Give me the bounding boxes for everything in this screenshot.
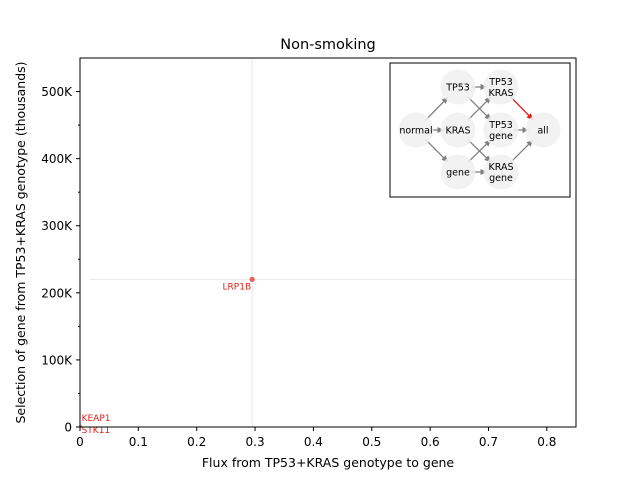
node-label: gene	[489, 131, 513, 142]
node-label: KRAS	[446, 126, 471, 137]
node-tp53: TP53	[440, 69, 476, 105]
x-tick-label: 0	[76, 435, 84, 449]
x-tick-label: 0.7	[479, 435, 498, 449]
y-tick-label: 300K	[41, 219, 73, 233]
point-label-keap1: KEAP1	[82, 414, 111, 424]
inset-nodes: normalTP53KRASgeneTP53KRASTP53geneKRASge…	[398, 69, 561, 190]
y-tick-label: 400K	[41, 152, 73, 166]
y-axis-label: Selection of gene from TP53+KRAS genotyp…	[13, 61, 28, 423]
x-tick-label: 0.8	[537, 435, 556, 449]
y-tick-label: 500K	[41, 85, 73, 99]
y-axis-ticks: 0 100K 200K 300K 400K 500K	[41, 85, 80, 435]
node-label: KRAS	[489, 88, 514, 99]
node-circle	[440, 112, 476, 148]
x-axis-ticks: 0 0.1 0.2 0.3 0.4 0.5 0.6 0.7 0.8	[76, 427, 556, 449]
x-tick-label: 0.3	[246, 435, 265, 449]
node-circle	[483, 112, 519, 148]
y-tick-label: 200K	[41, 286, 73, 300]
node-kras: KRAS	[440, 112, 476, 148]
plot-area-frame	[79, 57, 577, 428]
x-tick-label: 0.1	[129, 435, 148, 449]
point-label-lrp1b: LRP1B	[223, 282, 252, 292]
node-label: TP53	[488, 120, 513, 131]
x-axis-label: Flux from TP53+KRAS genotype to gene	[202, 455, 455, 470]
node-label: gene	[489, 173, 513, 184]
node-all: all	[525, 112, 561, 148]
node-circle	[398, 112, 434, 148]
node-label: KRAS	[489, 162, 514, 173]
point-label-stk11: STK11	[82, 426, 111, 436]
node-circle	[483, 69, 519, 105]
chart-title: Non-smoking	[280, 37, 376, 53]
node-gene: gene	[440, 154, 476, 190]
node-circle	[440, 69, 476, 105]
node-circle	[525, 112, 561, 148]
y-tick-label: 0	[64, 421, 72, 435]
x-tick-label: 0.4	[304, 435, 323, 449]
node-label: normal	[399, 126, 432, 137]
node-circle	[440, 154, 476, 190]
x-tick-label: 0.2	[187, 435, 206, 449]
x-tick-label: 0.5	[362, 435, 381, 449]
y-tick-label: 100K	[41, 353, 73, 367]
genotype-diagram-inset: normalTP53KRASgeneTP53KRASTP53geneKRASge…	[389, 62, 571, 198]
point-labels: LRP1B KEAP1 STK11	[82, 282, 252, 436]
node-label: TP53	[488, 77, 513, 88]
node-label: all	[537, 126, 548, 137]
guide-lines	[90, 58, 576, 427]
node-label: TP53	[445, 83, 470, 94]
node-normal: normal	[398, 112, 434, 148]
node-label: gene	[446, 168, 470, 179]
node-circle	[483, 154, 519, 190]
data-point-lrp1b	[249, 276, 255, 282]
x-tick-label: 0.6	[421, 435, 440, 449]
